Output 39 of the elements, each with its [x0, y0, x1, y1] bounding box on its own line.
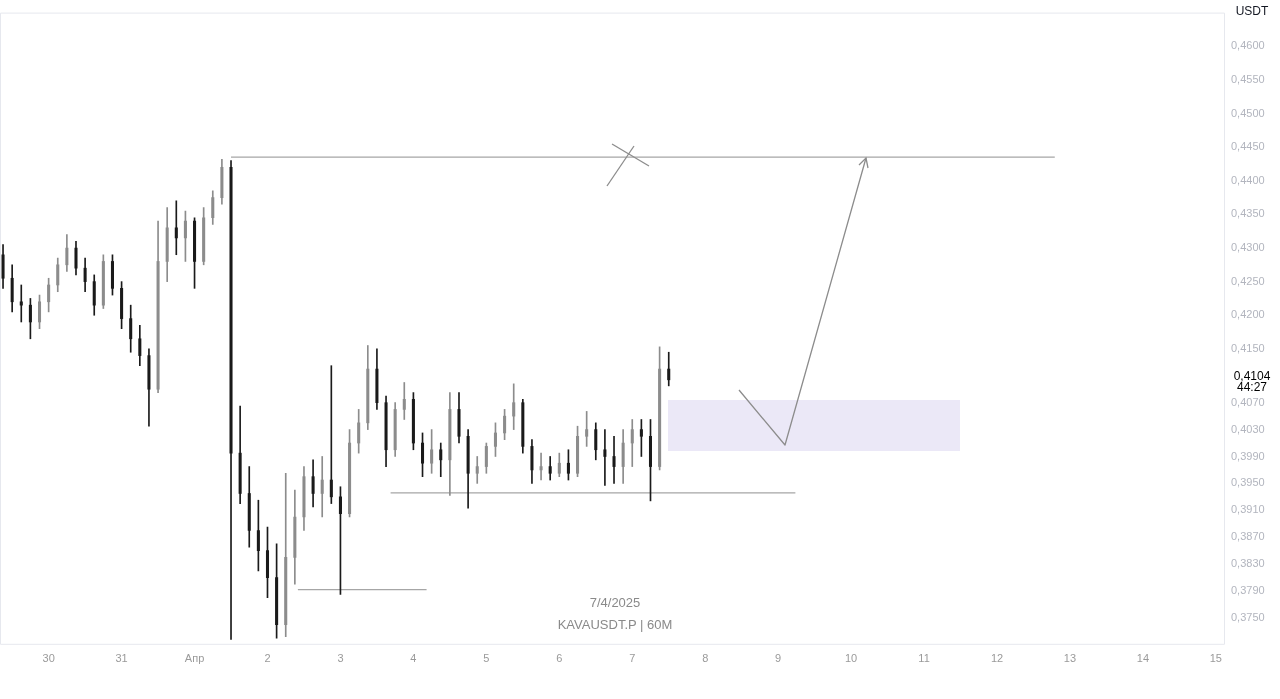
- x-tick-label: 4: [410, 652, 417, 665]
- x-tick-label: 30: [42, 652, 55, 665]
- y-tick-label: 0,4250: [1231, 274, 1265, 287]
- y-tick-label: 0,4450: [1231, 140, 1265, 153]
- x-tick-label: 2: [264, 652, 271, 665]
- y-tick-label: 0,4350: [1231, 207, 1265, 220]
- y-tick-label: 0,4150: [1231, 341, 1265, 354]
- x-tick-label: Апр: [184, 652, 205, 665]
- annotation: KAVAUSDT.P | 60M: [557, 616, 673, 632]
- x-tick-label: 9: [775, 652, 782, 665]
- x-tick-label: 11: [918, 652, 930, 665]
- y-tick-label: 0,3910: [1231, 503, 1265, 516]
- x-tick-label: 10: [844, 652, 858, 665]
- x-tick-label: 14: [1136, 652, 1150, 665]
- y-tick-label: 0,3950: [1231, 476, 1265, 489]
- y-tick-label: 0,4600: [1231, 39, 1265, 52]
- y-tick-label: 0,3870: [1231, 530, 1265, 543]
- y-tick-label: 0,4200: [1231, 308, 1265, 321]
- y-tick-label: 0,4400: [1231, 173, 1265, 186]
- y-tick-label: 0,4500: [1231, 106, 1265, 119]
- annotation: 7/4/2025: [589, 594, 641, 610]
- y-tick-label: 0,4070: [1231, 395, 1265, 408]
- x-tick-label: 7: [629, 652, 636, 665]
- x-tick-label: 6: [556, 652, 563, 665]
- x-tick-label: 15: [1209, 652, 1223, 665]
- y-tick-label: 0,3750: [1231, 610, 1265, 623]
- x-tick-label: 5: [483, 652, 490, 665]
- x-tick-label: 12: [990, 652, 1004, 665]
- x-tick-label: 31: [115, 652, 128, 665]
- x-tick-label: 13: [1063, 652, 1077, 665]
- y-axis-title: USDT: [1235, 4, 1269, 19]
- y-tick-label: 0,3990: [1231, 449, 1265, 462]
- y-tick-label: 0,3790: [1231, 584, 1265, 597]
- y-tick-label: 0,4300: [1231, 241, 1265, 254]
- y-tick-label: 0,4550: [1231, 72, 1265, 85]
- x-tick-label: 8: [702, 652, 709, 665]
- y-tick-label: 0,4030: [1231, 422, 1265, 435]
- y-tick-label: 0,3830: [1231, 557, 1265, 570]
- x-tick-label: 3: [337, 652, 344, 665]
